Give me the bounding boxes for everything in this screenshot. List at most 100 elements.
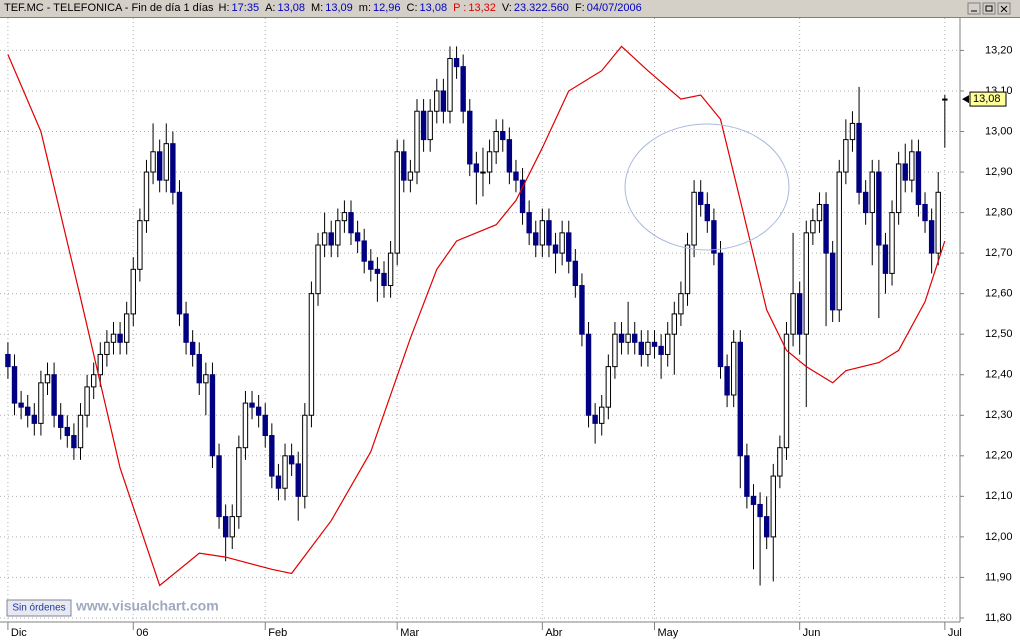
candle-body xyxy=(216,455,222,518)
y-tick-label: 12,60 xyxy=(985,288,1013,300)
candle-body xyxy=(163,143,169,181)
candle-body xyxy=(711,220,717,254)
candle-body xyxy=(110,333,117,343)
candle-body xyxy=(546,220,552,246)
candle-body xyxy=(335,220,341,246)
candle-body xyxy=(183,313,189,343)
candle-body xyxy=(31,414,38,424)
y-tick-label: 13,00 xyxy=(985,125,1013,137)
orders-button[interactable] xyxy=(6,599,72,617)
candle-body xyxy=(143,171,150,222)
candle-body xyxy=(209,374,216,457)
candle-body xyxy=(777,447,783,477)
candle-body xyxy=(928,220,935,254)
candle-body xyxy=(427,110,433,141)
y-tick-label: 12,20 xyxy=(985,450,1013,462)
candle-body xyxy=(170,143,176,193)
candle-body xyxy=(579,285,585,335)
candle-body xyxy=(137,220,143,270)
candle-body xyxy=(869,171,875,214)
candle-body xyxy=(236,447,242,518)
candle-body xyxy=(909,151,915,181)
candle-body xyxy=(401,151,407,181)
candle-body xyxy=(302,414,308,497)
candle-body xyxy=(810,220,816,234)
y-tick-label: 12,00 xyxy=(985,531,1013,543)
candle-body xyxy=(176,191,183,315)
candle-body xyxy=(130,268,136,315)
candle-body xyxy=(460,66,466,112)
minimize-button[interactable] xyxy=(967,2,981,15)
candle-body xyxy=(453,58,460,68)
window-buttons[interactable] xyxy=(967,2,1011,15)
candle-body xyxy=(394,151,400,254)
symbol: TEF.MC - TELEFONICA - Fin de día 1 días xyxy=(4,2,214,14)
candle-body xyxy=(559,232,565,254)
candle-body xyxy=(843,139,849,173)
x-tick-label: Abr xyxy=(545,627,562,639)
candle-body xyxy=(915,151,922,205)
candle-body xyxy=(480,171,486,174)
candle-body xyxy=(849,122,856,141)
candle-body xyxy=(829,252,836,311)
candle-body xyxy=(381,272,387,287)
candle-body xyxy=(440,90,447,112)
candle-body xyxy=(724,366,730,396)
y-tick-label: 12,70 xyxy=(985,247,1013,259)
candle-body xyxy=(229,516,235,538)
candle-body xyxy=(671,313,678,335)
candle-body xyxy=(64,426,70,437)
watermark: www.visualchart.com xyxy=(75,598,219,614)
x-tick-label: May xyxy=(658,627,679,639)
candle-body xyxy=(447,58,453,112)
header-field-value: 13,09 xyxy=(325,2,353,14)
close-icon xyxy=(1000,5,1008,13)
candle-body xyxy=(796,293,803,335)
candle-body xyxy=(18,402,24,408)
header-field-label: m: xyxy=(358,2,372,14)
candle-body xyxy=(354,232,361,242)
candle-body xyxy=(414,110,420,173)
candle-body xyxy=(585,333,592,416)
candle-body xyxy=(513,171,519,181)
maximize-button[interactable] xyxy=(982,2,996,15)
y-tick-label: 12,40 xyxy=(985,369,1013,381)
candle-body xyxy=(203,374,209,384)
header-bar: TEF.MC - TELEFONICA - Fin de día 1 días … xyxy=(0,0,1020,18)
candle-body xyxy=(922,203,928,222)
candle-body xyxy=(533,232,539,246)
header-field-value: 13,08 xyxy=(277,2,306,14)
candle-body xyxy=(295,463,301,497)
candle-body xyxy=(605,366,612,408)
candle-body xyxy=(275,475,282,489)
candle-body xyxy=(71,435,77,449)
header-field-label: V: xyxy=(501,2,512,14)
maximize-icon xyxy=(985,5,993,12)
candle-body xyxy=(770,475,776,538)
candle-body xyxy=(288,455,295,465)
candle-body xyxy=(566,232,572,262)
candle-body xyxy=(823,203,829,254)
candle-body xyxy=(632,333,638,343)
candle-body xyxy=(25,406,31,416)
annotation-ellipse xyxy=(624,123,790,251)
candle-body xyxy=(572,260,579,287)
candle-body xyxy=(730,341,737,396)
candle-body xyxy=(493,131,499,153)
candle-body xyxy=(935,191,941,254)
header-field-value: 12,96 xyxy=(373,2,401,14)
candle-body xyxy=(612,333,618,368)
y-axis-area xyxy=(960,18,1020,641)
candle-body xyxy=(242,402,249,449)
candle-body xyxy=(315,244,321,295)
candle-body xyxy=(51,374,57,416)
candle-body xyxy=(816,203,823,222)
candle-body xyxy=(651,341,658,347)
candle-body xyxy=(803,232,809,335)
candle-body xyxy=(11,366,18,404)
header-field-value: 04/07/2006 xyxy=(586,2,642,14)
candle-body xyxy=(44,374,51,384)
last-price-label: 13,08 xyxy=(973,93,1001,105)
candle-body xyxy=(348,212,354,234)
candle-body xyxy=(38,382,44,424)
